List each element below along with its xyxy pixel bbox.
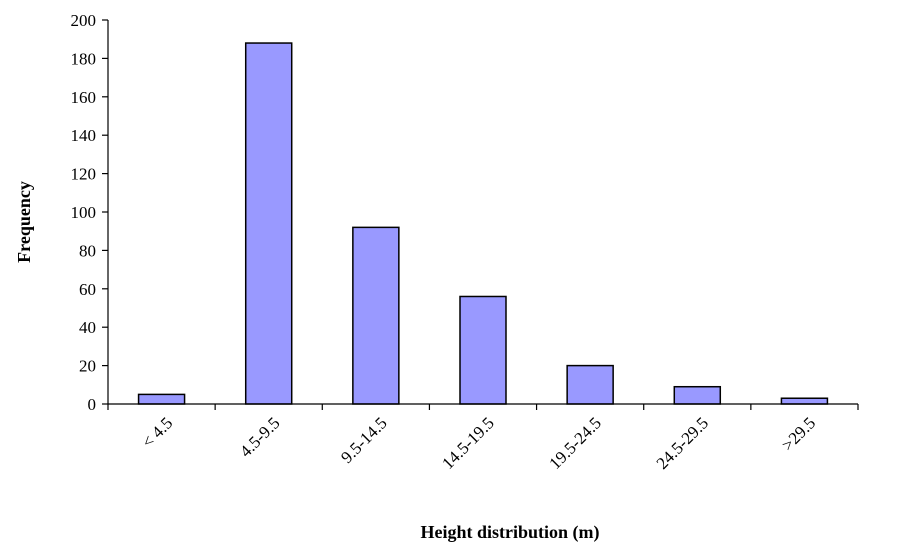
- x-axis-ticks: < 4.5 4.5-9.5 9.5-14.5 14.5-19.5 19.5-24.5 24…: [107, 404, 859, 473]
- y-tick-label: 120: [71, 165, 97, 184]
- x-tick-label: 14.5-19.5: [438, 413, 498, 473]
- y-tick-label: 100: [71, 203, 97, 222]
- x-tick-label: < 4.5: [138, 413, 176, 451]
- x-tick-label: 4.5-9.5: [236, 413, 283, 460]
- y-tick-label: 180: [71, 49, 97, 68]
- y-axis-title: Frequency: [14, 181, 34, 263]
- y-tick-label: 0: [88, 395, 97, 414]
- bar: [459, 295, 507, 405]
- y-tick-label: 200: [71, 11, 97, 30]
- bar: [780, 397, 829, 405]
- y-tick-label: 40: [79, 318, 96, 337]
- bar: [137, 393, 186, 405]
- x-tick-label: 9.5-14.5: [337, 413, 391, 467]
- bars: [137, 42, 829, 405]
- bar: [352, 226, 400, 405]
- y-tick-label: 20: [79, 357, 96, 376]
- y-tick-label: 80: [79, 241, 96, 260]
- y-tick-label: 60: [79, 280, 96, 299]
- x-tick-label: 24.5-29.5: [653, 413, 713, 473]
- y-tick-label: 160: [71, 88, 97, 107]
- bar: [566, 364, 614, 405]
- x-axis-title: Height distribution (m): [420, 522, 599, 543]
- bar: [244, 42, 293, 405]
- y-axis-ticks: 0 20 40 60 80 100 120 140 160 180 200: [71, 11, 108, 414]
- x-tick-label: 19.5-24.5: [545, 413, 605, 473]
- x-tick-label: >29.5: [778, 413, 819, 454]
- y-tick-label: 140: [71, 126, 97, 145]
- bar: [673, 385, 722, 405]
